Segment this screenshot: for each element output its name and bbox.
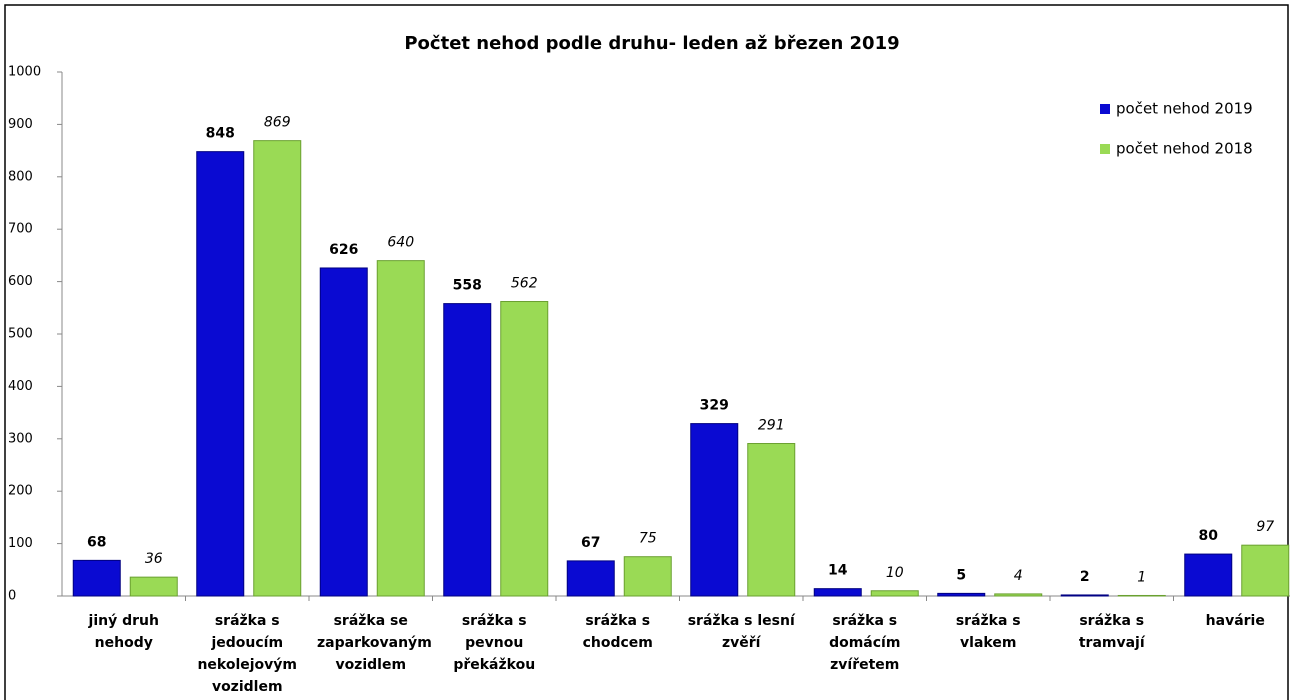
bar <box>1117 594 1166 597</box>
x-tick-label: havárie <box>1205 613 1265 629</box>
legend-label: počet nehod 2018 <box>1116 140 1253 158</box>
value-label: 67 <box>581 535 600 551</box>
value-label: 68 <box>87 534 106 550</box>
value-label: 36 <box>145 551 163 567</box>
bar <box>566 560 615 597</box>
y-tick-label: 300 <box>8 431 33 446</box>
value-label: 562 <box>511 276 538 292</box>
value-label: 1 <box>1137 569 1146 585</box>
value-label: 869 <box>264 115 291 131</box>
y-tick-label: 200 <box>8 484 33 499</box>
x-tick-label: srážka s tramvají <box>1078 613 1145 651</box>
chart-frame <box>4 4 1289 700</box>
value-label: 558 <box>453 278 482 294</box>
y-tick-label: 100 <box>8 536 33 551</box>
y-tick-label: 800 <box>8 169 33 184</box>
value-label: 640 <box>387 235 414 251</box>
bar <box>1060 594 1109 597</box>
value-label: 5 <box>956 567 966 583</box>
bar <box>813 588 862 597</box>
legend-swatch <box>1100 104 1110 114</box>
bar <box>443 303 492 597</box>
bar <box>690 423 739 597</box>
x-tick-label: srážka s vlakem <box>955 613 1021 651</box>
x-tick-label: srážka s chodcem <box>582 613 653 651</box>
value-label: 75 <box>639 531 657 547</box>
x-tick-label: srážka s lesní zvěří <box>687 613 795 651</box>
bar <box>500 301 549 597</box>
value-label: 626 <box>329 242 358 258</box>
value-label: 329 <box>700 398 729 414</box>
value-label: 10 <box>886 565 904 581</box>
value-label: 4 <box>1014 568 1023 584</box>
y-tick-label: 900 <box>8 117 33 132</box>
bar <box>72 559 121 597</box>
bar <box>1184 553 1233 597</box>
y-tick-label: 500 <box>8 327 33 342</box>
x-tick-label: srážka s pevnou překážkou <box>453 613 536 673</box>
bar <box>319 267 368 597</box>
y-tick-label: 600 <box>8 274 33 289</box>
value-label: 848 <box>206 126 235 142</box>
y-tick-label: 1000 <box>8 65 41 80</box>
y-tick-label: 0 <box>8 589 16 604</box>
bar <box>747 443 796 597</box>
bar <box>376 260 425 597</box>
y-tick-label: 700 <box>8 222 33 237</box>
legend-label: počet nehod 2019 <box>1116 100 1253 118</box>
y-tick-label: 400 <box>8 379 33 394</box>
bar <box>129 576 178 597</box>
x-tick-label: srážka s domácím zvířetem <box>829 613 901 673</box>
value-label: 14 <box>828 563 848 579</box>
value-label: 2 <box>1080 569 1090 585</box>
bar <box>937 592 986 597</box>
value-label: 291 <box>758 418 785 434</box>
bar <box>1241 544 1290 597</box>
legend-swatch <box>1100 144 1110 154</box>
bar <box>253 140 302 597</box>
bar <box>994 593 1043 597</box>
bar <box>870 590 919 597</box>
x-tick-label: srážka se zaparkovaným vozidlem <box>317 613 432 673</box>
value-label: 80 <box>1199 528 1219 544</box>
bar <box>623 556 672 597</box>
bar <box>196 151 245 597</box>
value-label: 97 <box>1256 519 1274 535</box>
x-tick-label: jiný druh nehody <box>88 613 159 651</box>
x-tick-label: srážka s jedoucím nekolejovým vozidlem <box>197 613 298 695</box>
chart-title: Počtet nehod podle druhu- leden až březe… <box>404 33 899 54</box>
